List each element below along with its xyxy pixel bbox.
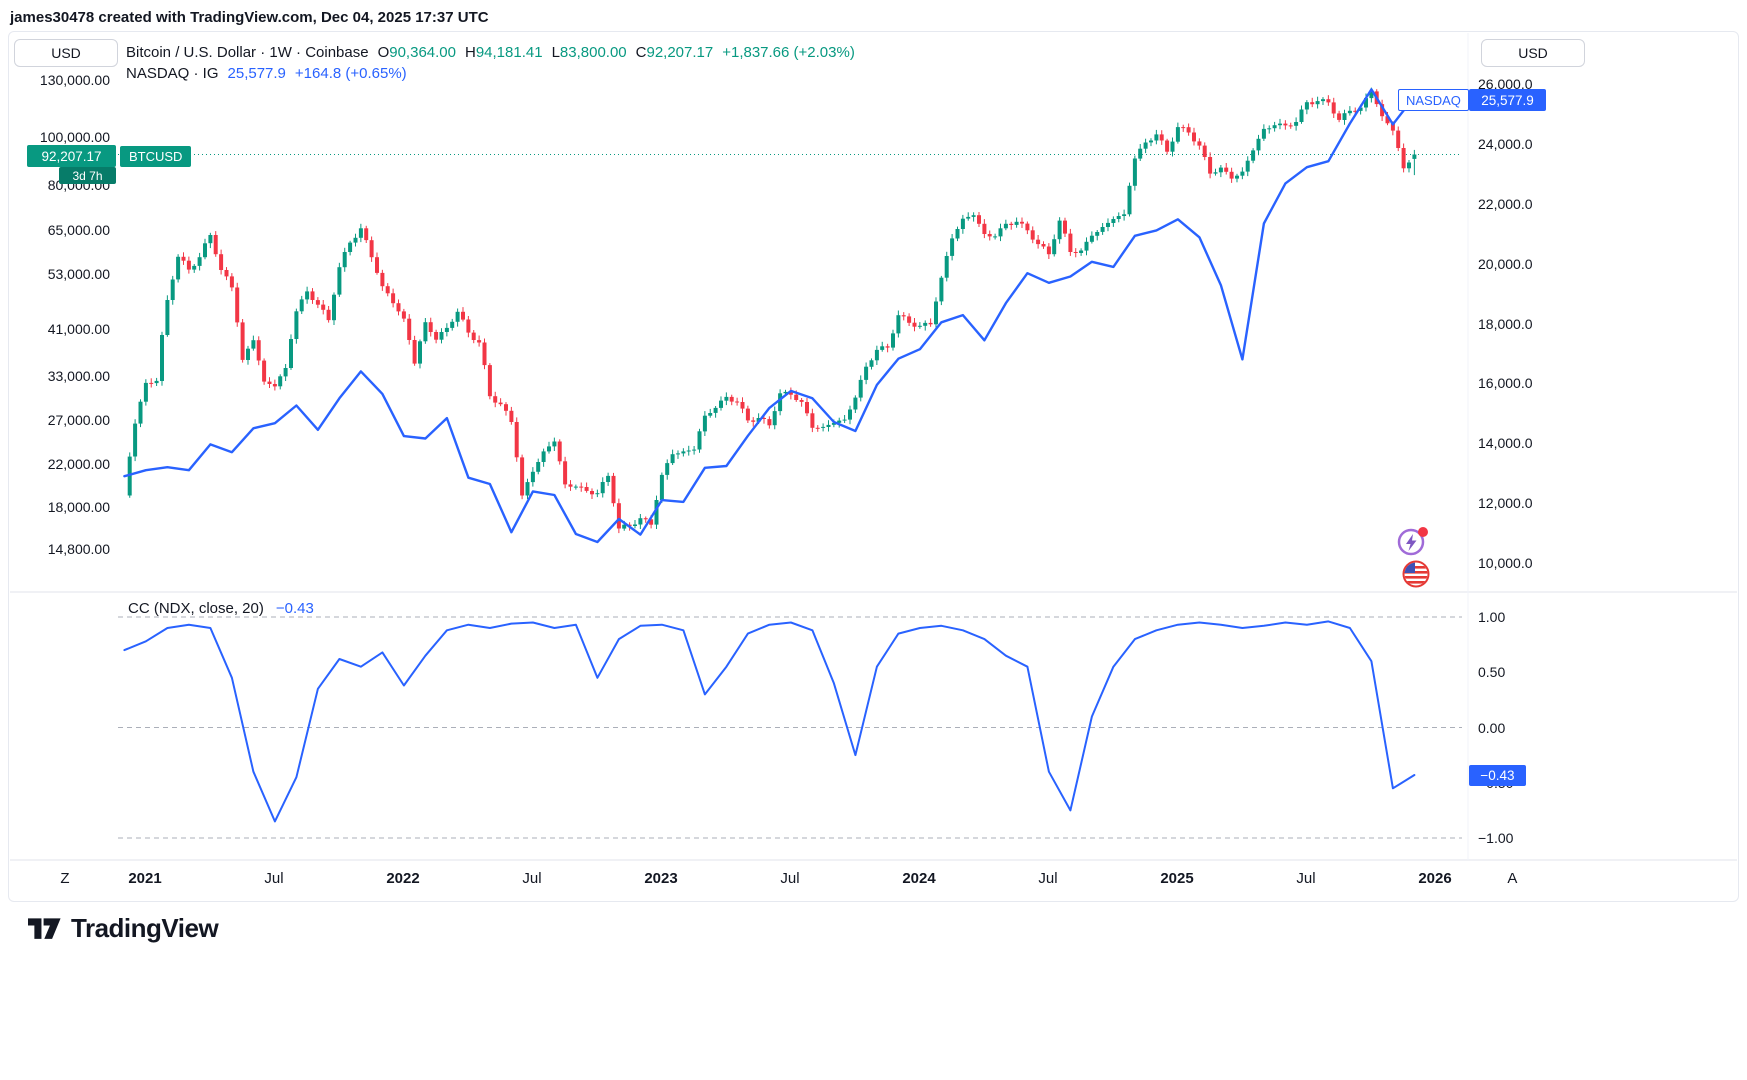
btc-candles <box>127 87 1417 534</box>
indicator-gridlines <box>118 616 1462 839</box>
symbol-title: Bitcoin / U.S. Dollar · 1W · Coinbase <box>126 44 369 61</box>
btc-last-price-tag: 92,207.17 <box>27 145 116 167</box>
nasdaq-last-price-tag: 25,577.9 <box>1469 89 1546 111</box>
chart-legend: Bitcoin / U.S. Dollar · 1W · Coinbase O9… <box>126 42 855 84</box>
right-price-label: 16,000.0 <box>1478 375 1533 392</box>
indicator-legend: CC (NDX, close, 20) −0.43 <box>128 600 314 617</box>
indicator-value: −0.43 <box>275 600 314 617</box>
nasdaq-symbol-badge: NASDAQ <box>1398 89 1469 111</box>
left-price-label: 130,000.00 <box>39 72 110 89</box>
time-axis-label: Jul <box>522 870 542 887</box>
left-axis-currency-button[interactable]: USD <box>14 39 118 67</box>
time-axis-label: 2021 <box>128 870 162 887</box>
indicator-axis-label: 1.00 <box>1478 609 1506 625</box>
open-value: O90,364.00 <box>377 44 456 61</box>
compare-legend-row: NASDAQ · IG 25,577.9 +164.8 (+0.65%) <box>126 63 855 84</box>
left-price-label: 65,000.00 <box>47 221 110 238</box>
time-axis-label: 2022 <box>386 870 420 887</box>
right-price-label: 22,000.0 <box>1478 195 1533 212</box>
symbol-legend-row: Bitcoin / U.S. Dollar · 1W · Coinbase O9… <box>126 42 855 63</box>
right-price-label: 14,000.0 <box>1478 435 1533 452</box>
compare-change: +164.8 (+0.65%) <box>294 65 407 82</box>
time-axis-label: 2024 <box>902 870 936 887</box>
btc-symbol-badge: BTCUSD <box>120 146 192 167</box>
time-axis-label: 2023 <box>644 870 678 887</box>
left-price-label: 18,000.00 <box>47 499 110 516</box>
pane-separators <box>10 33 1737 861</box>
chart-card <box>8 31 1739 902</box>
left-price-label: 41,000.00 <box>47 321 110 338</box>
close-value: C92,207.17 <box>635 44 714 61</box>
brand-name: TradingView <box>71 913 219 943</box>
spark-badge-icon[interactable] <box>1396 524 1430 558</box>
tradingview-logo-icon <box>28 917 61 939</box>
left-price-label: 53,000.00 <box>47 266 110 283</box>
cc-last-value-tag: −0.43 <box>1469 765 1526 786</box>
indicator-axis-label: 0.00 <box>1478 719 1506 736</box>
right-axis-currency-button[interactable]: USD <box>1481 39 1585 67</box>
right-price-label: 24,000.0 <box>1478 135 1533 152</box>
left-price-label: 100,000.00 <box>39 129 110 145</box>
time-axis-label: 2026 <box>1418 870 1452 887</box>
indicator-axis-label: −1.00 <box>1478 830 1514 846</box>
low-value: L83,800.00 <box>551 44 627 61</box>
left-price-label: 33,000.00 <box>47 368 110 385</box>
time-axis-label: Jul <box>1296 870 1316 887</box>
compare-value: 25,577.9 <box>227 65 286 82</box>
attribution-text: james30478 created with TradingView.com,… <box>10 9 489 26</box>
cc-line <box>123 620 1416 823</box>
right-price-label: 10,000.0 <box>1478 555 1533 571</box>
left-price-label: 14,800.00 <box>47 541 110 558</box>
right-price-label: 20,000.0 <box>1478 255 1533 272</box>
indicator-axis-label: 0.50 <box>1478 664 1506 681</box>
time-axis-label: 2025 <box>1160 870 1194 887</box>
tradingview-branding: TradingView <box>28 913 219 944</box>
nasdaq-line <box>123 88 1416 544</box>
time-axis-label: Jul <box>264 870 284 887</box>
high-value: H94,181.41 <box>464 44 543 61</box>
change-value: +1,837.66 (+2.03%) <box>722 44 855 61</box>
time-axis-label: A <box>1507 870 1518 887</box>
time-axis-label: Jul <box>780 870 800 887</box>
indicator-title: CC (NDX, close, 20) <box>128 600 264 617</box>
bar-countdown-tag: 3d 7h <box>59 167 116 184</box>
time-axis-label: Jul <box>1038 870 1058 887</box>
left-price-label: 22,000.00 <box>47 455 110 472</box>
time-axis-label: Z <box>60 870 70 887</box>
right-price-label: 26,000.0 <box>1478 76 1533 92</box>
compare-title: NASDAQ · IG <box>126 65 219 82</box>
right-price-label: 12,000.0 <box>1478 495 1533 512</box>
left-price-label: 27,000.00 <box>47 411 110 428</box>
flag-badge-icon[interactable] <box>1399 557 1433 591</box>
right-price-label: 18,000.0 <box>1478 315 1533 332</box>
